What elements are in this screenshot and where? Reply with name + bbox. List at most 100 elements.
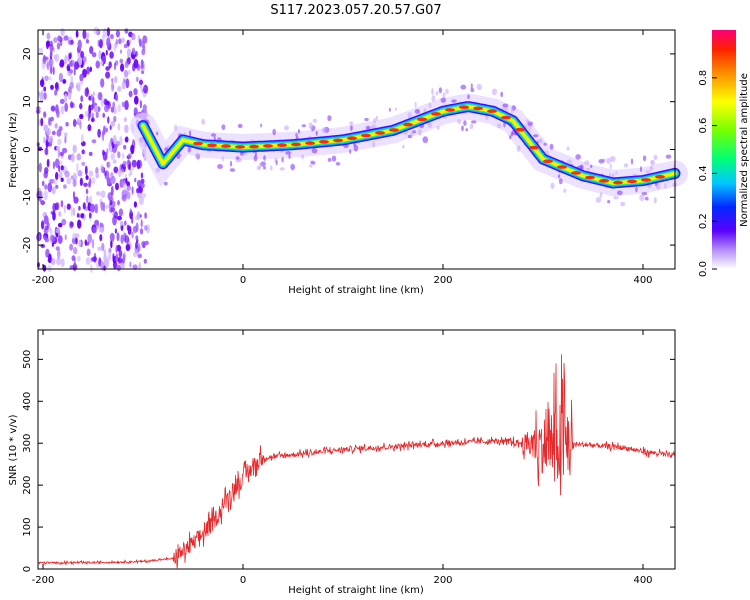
noise-speckle [112, 211, 115, 217]
noise-speckle [44, 167, 49, 174]
noise-speckle [51, 130, 56, 136]
noise-speckle [121, 168, 125, 175]
noise-speckle [105, 49, 108, 56]
fringe-dot [445, 88, 449, 95]
noise-speckle [110, 176, 116, 184]
noise-speckle [98, 226, 104, 233]
fringe-dot [308, 122, 313, 130]
noise-speckle [82, 68, 87, 78]
noise-speckle [62, 79, 67, 84]
noise-speckle [88, 151, 93, 156]
core-blob [473, 106, 483, 111]
noise-speckle [136, 180, 142, 188]
noise-speckle [92, 176, 96, 185]
noise-speckle [70, 154, 75, 163]
noise-speckle [66, 203, 71, 210]
noise-speckle [38, 47, 44, 53]
noise-speckle [139, 100, 143, 109]
fringe-dot [460, 84, 467, 90]
noise-speckle [52, 211, 56, 221]
noise-speckle [134, 50, 138, 57]
x-tick-label: -200 [32, 275, 55, 286]
noise-speckle [121, 152, 125, 160]
noise-speckle [115, 93, 118, 102]
noise-speckle [88, 177, 92, 185]
noise-speckle [59, 160, 63, 166]
noise-speckle [90, 203, 96, 213]
fringe-dot [414, 109, 421, 114]
noise-speckle [50, 116, 54, 122]
noise-speckle [86, 32, 90, 39]
noise-speckle [109, 200, 113, 206]
y-tick-label: 300 [22, 434, 33, 453]
noise-speckle [48, 253, 52, 263]
colorbar-label: Normalized spectral amplitude [739, 73, 750, 227]
noise-speckle [108, 61, 112, 69]
noise-speckle [98, 257, 102, 267]
x-tick-label: -200 [32, 575, 55, 586]
fringe-dot [496, 123, 502, 129]
noise-speckle [109, 207, 113, 213]
noise-speckle [99, 234, 103, 242]
noise-speckle [140, 63, 144, 70]
noise-speckle [95, 111, 99, 119]
fringe-dot [272, 128, 277, 136]
noise-speckle [132, 251, 138, 258]
core-blob [389, 128, 399, 132]
fringe-dot [431, 95, 436, 102]
noise-speckle [117, 85, 122, 92]
noise-speckle [79, 73, 84, 82]
fringe-dot [558, 178, 563, 185]
fringe-dot [412, 130, 417, 134]
noise-speckle [135, 235, 139, 241]
noise-speckle [85, 175, 89, 180]
fringe-dot [221, 156, 224, 162]
noise-speckle [57, 148, 61, 158]
fringe-dot [442, 92, 446, 98]
x-tick-label: 400 [633, 275, 652, 286]
noise-speckle [131, 32, 136, 41]
fringe-dot [188, 130, 192, 138]
fringe-dot [516, 145, 521, 152]
colorbar-tick-label: 0.8 [698, 70, 709, 86]
noise-speckle [78, 239, 82, 247]
noise-speckle [72, 191, 76, 199]
noise-speckle [109, 232, 115, 242]
fringe-dot [217, 164, 223, 169]
fringe-dot [584, 160, 590, 165]
fringe-dot [321, 127, 327, 133]
noise-speckle [44, 147, 49, 156]
fringe-dot [327, 115, 332, 122]
noise-speckle [134, 177, 137, 183]
noise-speckle [120, 49, 122, 54]
noise-speckle [103, 125, 106, 135]
noise-speckle [56, 129, 62, 137]
ridge-core [193, 105, 665, 185]
noise-speckle [81, 161, 86, 166]
noise-speckle [63, 35, 69, 41]
fringe-dot [649, 165, 654, 171]
fringe-dot [394, 107, 397, 111]
fringe-dot [616, 190, 623, 196]
fringe-dot [155, 167, 161, 173]
noise-speckle [72, 178, 77, 187]
fringe-dot [653, 197, 657, 204]
fringe-dot [275, 160, 278, 166]
noise-speckle [123, 144, 127, 150]
noise-speckle [72, 119, 77, 127]
noise-speckle [103, 258, 109, 267]
noise-speckle [74, 61, 79, 70]
noise-speckle [92, 91, 96, 96]
noise-speckle [134, 95, 139, 105]
fringe-dot [642, 155, 647, 162]
noise-speckle [104, 171, 107, 177]
noise-speckle [82, 202, 86, 210]
noise-speckle [55, 232, 59, 238]
noise-speckle [129, 261, 132, 268]
noise-speckle [125, 177, 128, 184]
noise-speckle [124, 61, 129, 68]
noise-speckle [123, 70, 129, 78]
snr-ticks: -200 0 200 400 0 100 200 300 400 500 [22, 330, 675, 586]
fringe-dot [502, 103, 509, 108]
noise-speckle [55, 228, 60, 234]
